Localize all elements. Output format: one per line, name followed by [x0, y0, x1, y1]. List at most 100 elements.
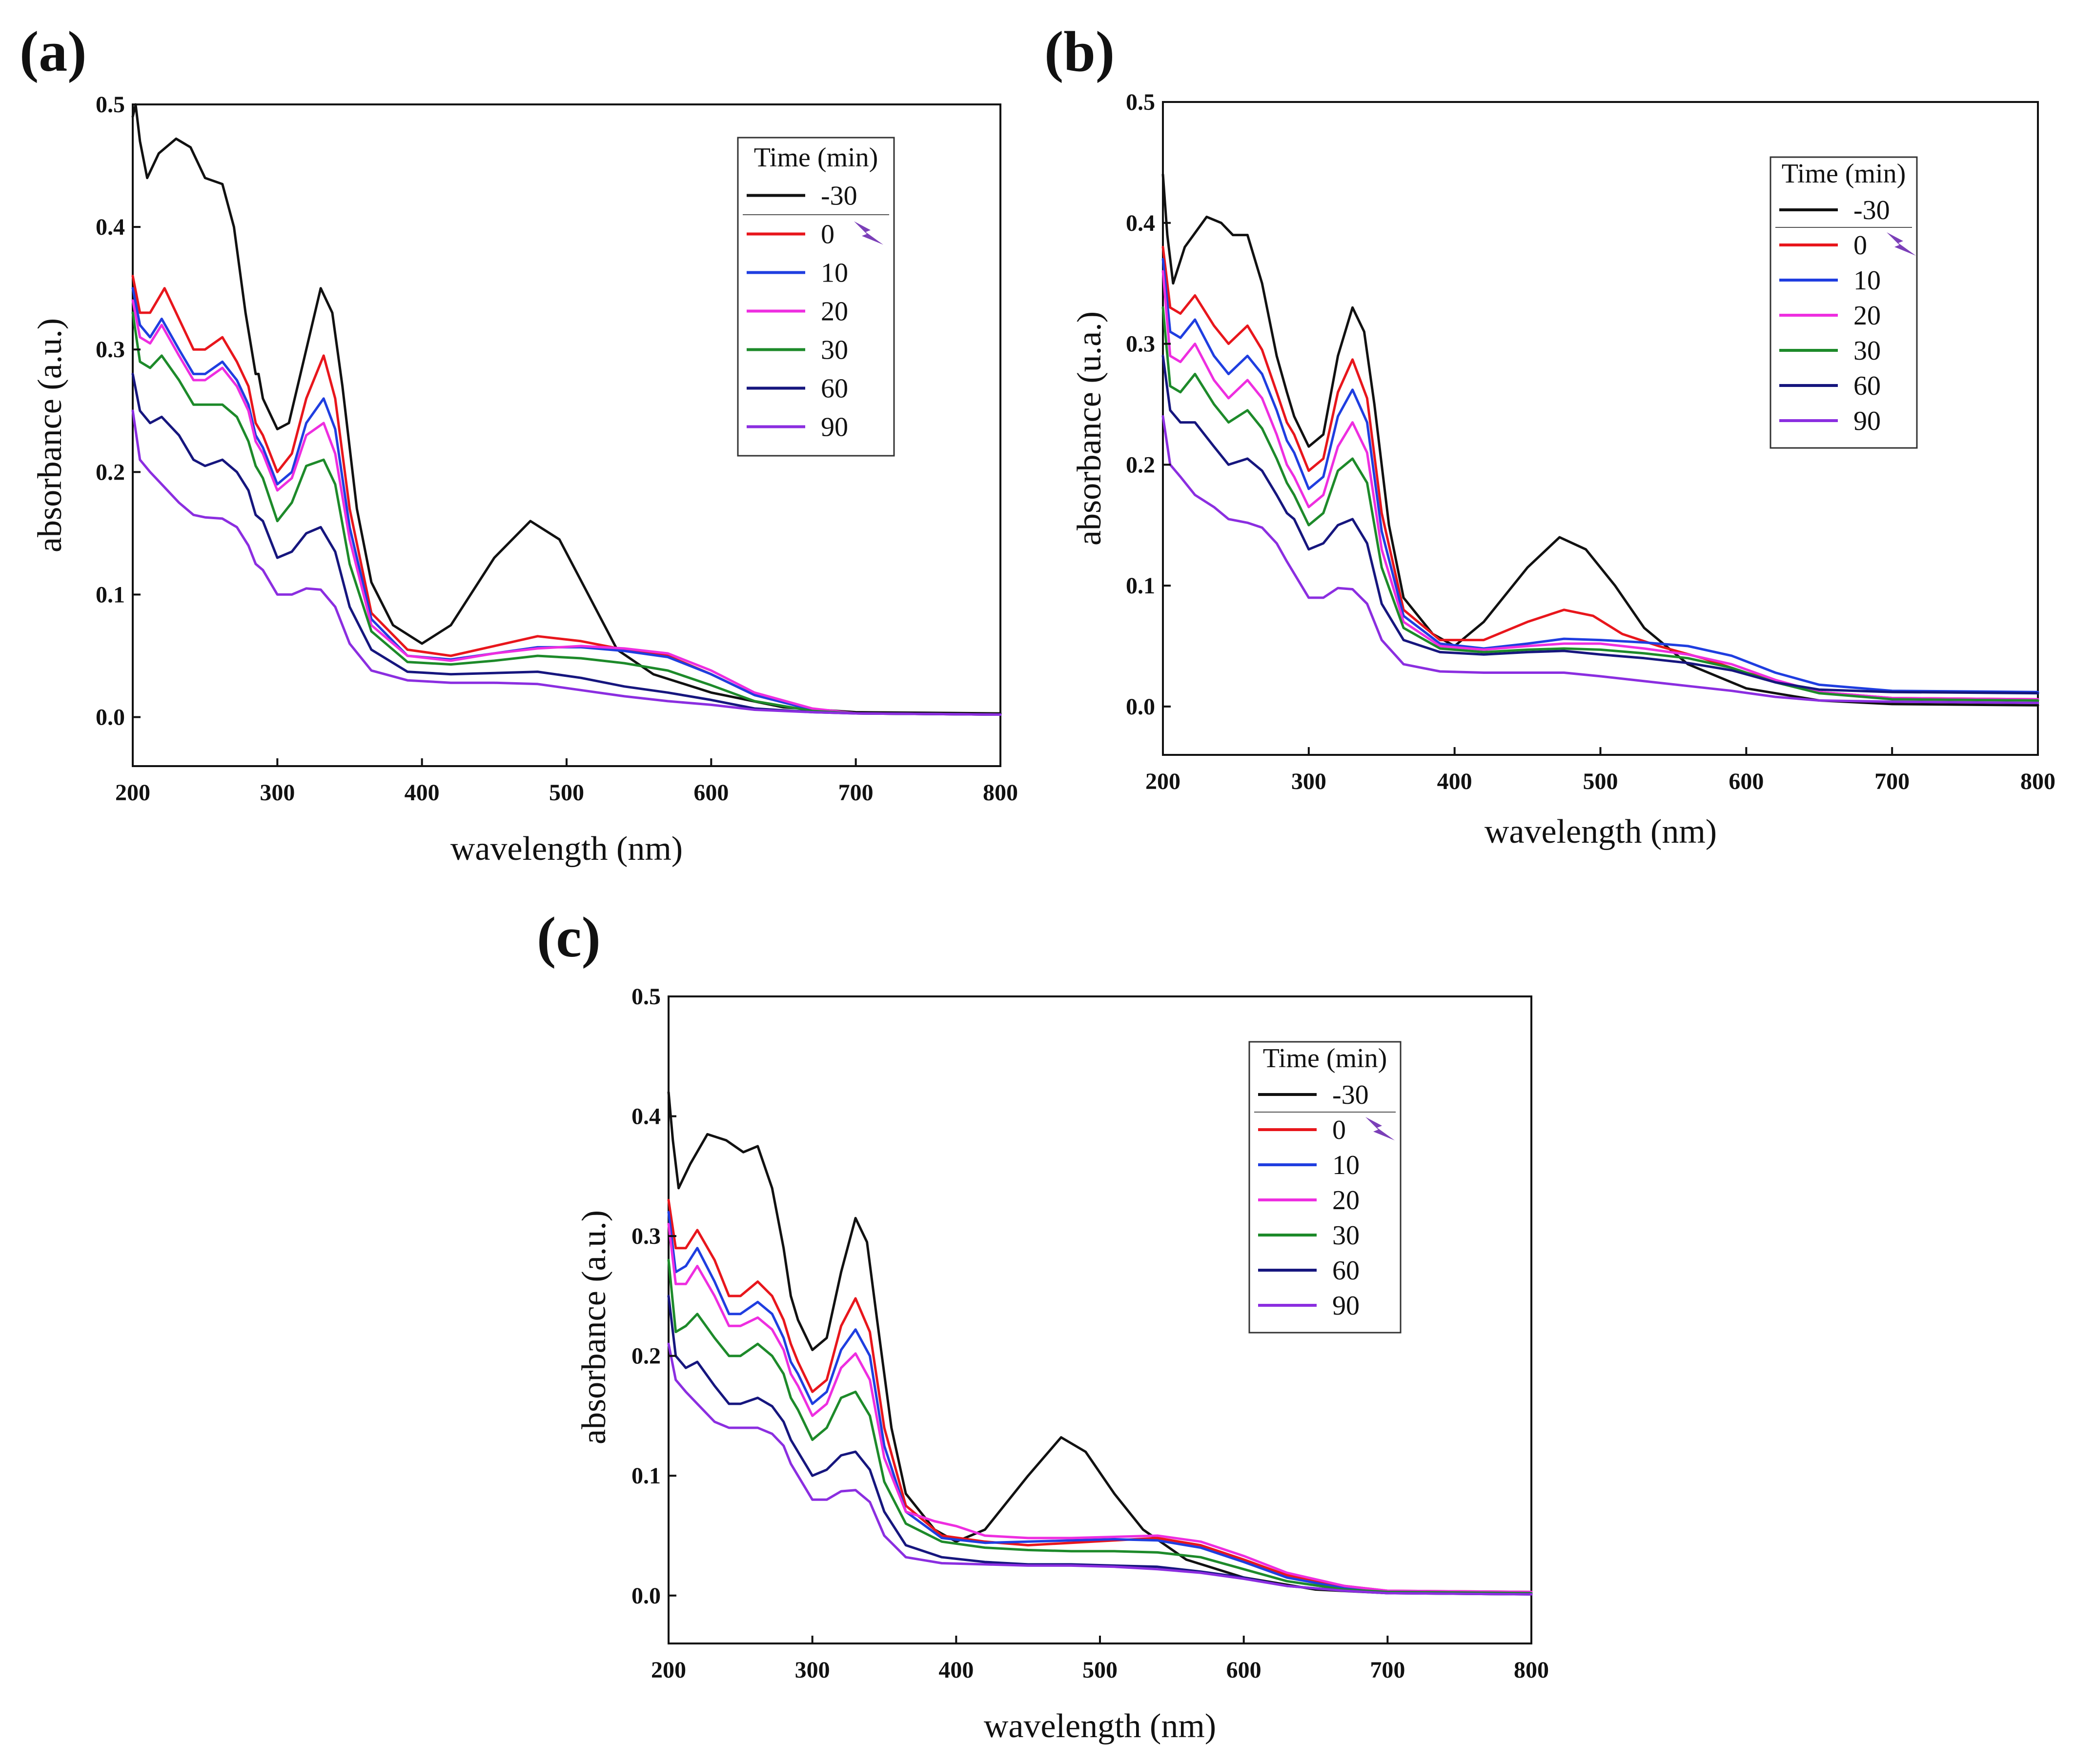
series-line-20 — [131, 299, 1002, 716]
legend-entry-label: 0 — [1332, 1115, 1346, 1145]
x-axis-ticks-b: 200 300 400 500 600 700 800 — [1145, 747, 2055, 794]
x-axis-ticks-a: 200 300 400 500 600 700 800 — [115, 758, 1018, 806]
x-tick-label: 300 — [260, 780, 295, 806]
x-tick-label: 300 — [795, 1657, 830, 1683]
legend-entry-label: 10 — [1332, 1150, 1360, 1180]
x-tick-label: 700 — [1370, 1657, 1405, 1683]
series-line-10 — [667, 1211, 1533, 1595]
x-tick-label: 400 — [1437, 769, 1472, 794]
x-tick-label: 500 — [549, 780, 584, 806]
y-tick-label: 0.0 — [96, 705, 125, 730]
plot-content-b — [1161, 173, 2039, 707]
legend-entry-label: 30 — [1853, 336, 1881, 366]
x-tick-label: 700 — [1874, 769, 1910, 794]
x-axis-title-c: wavelength (nm) — [984, 1707, 1216, 1745]
y-axis-title-c: absorbance (a.u.) — [575, 1210, 613, 1444]
y-tick-label: 0.1 — [1126, 573, 1155, 599]
y-axis-title-a: absorbance (a.u.) — [31, 318, 69, 552]
panel-label-a: (a) — [20, 20, 87, 83]
y-tick-label: 0.5 — [631, 984, 661, 1010]
chart-panel-a: (a) 0.00.10.20.30.40.5 200 300 400 500 600 70… — [20, 20, 1018, 868]
y-tick-label: 0.2 — [96, 459, 125, 485]
series-line-30 — [667, 1258, 1533, 1595]
x-tick-label: 200 — [651, 1657, 686, 1683]
x-tick-label: 800 — [1514, 1657, 1549, 1683]
legend-entry-label: 10 — [821, 258, 848, 288]
series-line-90 — [131, 409, 1002, 716]
x-tick-label: 500 — [1082, 1657, 1118, 1683]
y-axis-title-b: absorbance (u.a.) — [1071, 311, 1108, 546]
legend-title: Time (min) — [1782, 159, 1906, 189]
y-tick-label: 0.2 — [1126, 452, 1155, 478]
plot-content-a — [131, 103, 1002, 716]
series-line-60 — [1161, 354, 2039, 695]
legend-entry-label: 90 — [1332, 1291, 1360, 1321]
x-tick-label: 300 — [1291, 769, 1326, 794]
legend-box — [1770, 156, 1918, 449]
legend-entry-label: 20 — [821, 297, 848, 327]
x-tick-label: 600 — [1226, 1657, 1261, 1683]
legend-entry-label: 20 — [1853, 301, 1881, 331]
y-tick-label: 0.1 — [631, 1463, 661, 1489]
y-tick-label: 0.3 — [1126, 331, 1155, 357]
series-line-30 — [131, 311, 1002, 716]
series-line-neg30 — [1161, 173, 2039, 707]
y-axis-ticks-c: 0.0 0.1 0.2 0.3 0.4 0.5 — [631, 984, 676, 1609]
y-tick-label: 0.5 — [96, 92, 125, 118]
chart-panel-b: (b) 0.00.10.20.30.40.5 200 300 400 500 600 70… — [1044, 20, 2055, 851]
x-tick-label: 600 — [1729, 769, 1764, 794]
legend-entry-label: 60 — [1853, 371, 1881, 401]
y-tick-label: 0.0 — [631, 1583, 661, 1609]
x-tick-label: 700 — [838, 780, 874, 806]
lightning-icon — [1887, 232, 1916, 256]
y-tick-label: 0.0 — [1126, 694, 1155, 720]
legend-entry-label: 30 — [1332, 1220, 1360, 1251]
legend-title: Time (min) — [1263, 1043, 1387, 1074]
x-tick-label: 400 — [938, 1657, 974, 1683]
legend-entry-label: 0 — [1853, 230, 1867, 261]
x-tick-label: 800 — [983, 780, 1018, 806]
legend-entry-label: 60 — [1332, 1256, 1360, 1286]
x-axis-title-a: wavelength (nm) — [450, 830, 683, 868]
series-line-20 — [1161, 270, 2039, 701]
legend-a: Time (min) -30 0 10 20 30 60 90 — [737, 137, 895, 457]
lightning-icon — [854, 221, 883, 245]
y-tick-label: 0.4 — [96, 214, 125, 240]
legend-entry-label: -30 — [1332, 1080, 1369, 1110]
chart-panel-c: (c) 0.00.10.20.30.40.5 200 300 400 500 600 70… — [537, 905, 1549, 1745]
legend-entry-label: 90 — [821, 412, 848, 443]
legend-box — [1248, 1041, 1402, 1334]
legend-title: Time (min) — [754, 142, 878, 173]
series-line-0 — [1161, 245, 2039, 701]
panel-label-c: (c) — [537, 905, 601, 969]
y-axis-ticks-a: 0.0 0.1 0.2 0.3 0.4 0.5 — [96, 92, 141, 730]
series-line-10 — [1161, 258, 2039, 693]
x-tick-label: 200 — [1145, 769, 1180, 794]
y-axis-ticks-b: 0.0 0.1 0.2 0.3 0.4 0.5 — [1126, 89, 1171, 720]
series-line-neg30 — [667, 1091, 1533, 1596]
legend-entry-label: 60 — [821, 374, 848, 404]
panel-label-b: (b) — [1044, 20, 1115, 83]
legend-entry-label: 0 — [821, 220, 834, 250]
x-tick-label: 600 — [693, 780, 729, 806]
y-tick-label: 0.4 — [1126, 210, 1155, 236]
x-axis-title-b: wavelength (nm) — [1485, 813, 1717, 851]
y-tick-label: 0.4 — [631, 1104, 661, 1130]
series-line-neg30 — [131, 103, 1002, 715]
y-tick-label: 0.5 — [1126, 89, 1155, 115]
legend-entry-label: 20 — [1332, 1185, 1360, 1216]
legend-entry-label: 90 — [1853, 406, 1881, 436]
y-tick-label: 0.3 — [96, 337, 125, 363]
x-tick-label: 800 — [2020, 769, 2055, 794]
series-line-20 — [667, 1223, 1533, 1593]
series-line-90 — [667, 1342, 1533, 1596]
lightning-icon — [1365, 1117, 1395, 1140]
legend-entry-label: 10 — [1853, 265, 1881, 296]
x-tick-label: 400 — [405, 780, 440, 806]
series-line-10 — [131, 287, 1002, 716]
legend-box — [737, 137, 895, 457]
x-axis-ticks-c: 200 300 400 500 600 700 800 — [651, 1636, 1549, 1683]
legend-entry-label: 30 — [821, 335, 848, 365]
series-line-90 — [1161, 415, 2039, 704]
